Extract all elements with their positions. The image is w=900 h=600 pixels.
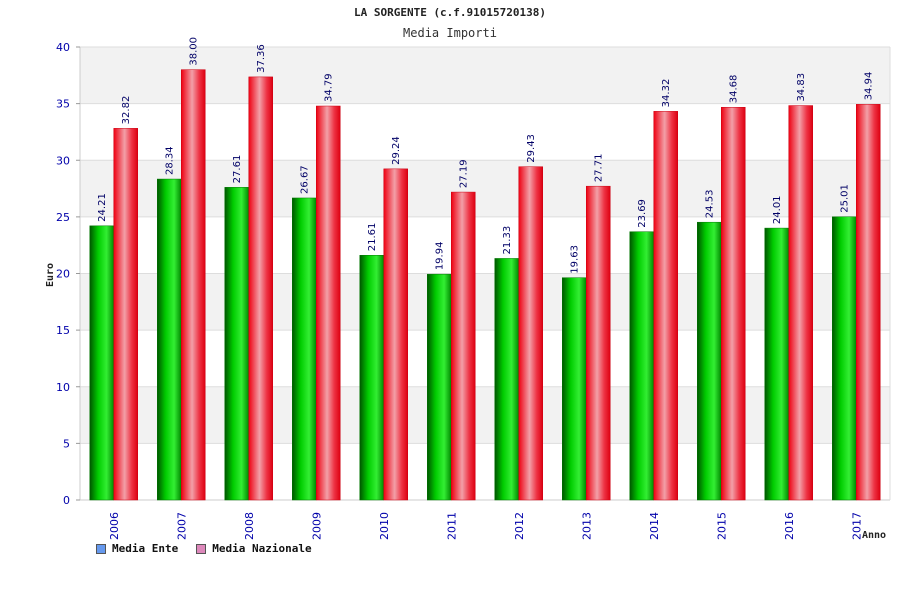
- bar-media-ente-2008: [224, 187, 249, 501]
- plot-band: [80, 160, 890, 217]
- data-label: 34.68: [728, 75, 739, 104]
- data-label: 23.69: [637, 199, 648, 228]
- plot-band: [80, 443, 890, 500]
- gridlines: [79, 46, 891, 501]
- data-label: 25.01: [839, 184, 850, 213]
- bar-media-nazionale-2015: [721, 106, 746, 501]
- data-label: 24.53: [704, 190, 715, 219]
- bar-media-ente-2016: [764, 227, 789, 501]
- y-tick-label: 35: [56, 98, 70, 111]
- plot-band: [80, 216, 890, 274]
- chart-subtitle: Media Importi: [403, 26, 497, 40]
- bar-media-ente-2014: [629, 231, 654, 501]
- legend-swatch-media-ente: [96, 543, 106, 554]
- x-tick-label: 2010: [378, 512, 391, 540]
- data-label: 37.36: [256, 44, 267, 73]
- bar-media-ente-2009: [292, 197, 317, 501]
- y-tick-label: 0: [63, 494, 70, 507]
- bar-media-nazionale-2016: [788, 105, 813, 501]
- chart-title: LA SORGENTE (c.f.91015720138): [354, 6, 546, 19]
- x-tick-label: 2014: [648, 512, 661, 540]
- bar-media-nazionale-2006: [113, 128, 138, 501]
- bar-media-nazionale-2012: [518, 166, 543, 501]
- y-tick-label: 15: [56, 324, 70, 337]
- x-tick-label: 2016: [783, 512, 796, 540]
- bar-media-nazionale-2013: [586, 185, 611, 501]
- bar-media-nazionale-2010: [383, 168, 408, 501]
- y-tick-label: 30: [56, 154, 70, 167]
- legend-label-media-nazionale: Media Nazionale: [212, 542, 312, 555]
- bar-media-ente-2010: [359, 255, 384, 501]
- y-tick-label: 20: [56, 268, 70, 281]
- bar-media-nazionale-2014: [653, 111, 678, 501]
- y-tick-label: 10: [56, 381, 70, 394]
- data-label: 29.43: [526, 134, 537, 163]
- legend-item-media-ente: Media Ente: [96, 542, 178, 555]
- bar-media-ente-2012: [494, 258, 519, 501]
- data-label: 28.34: [164, 146, 175, 175]
- data-label: 21.33: [502, 226, 513, 255]
- bar-media-nazionale-2017: [856, 104, 881, 501]
- legend-label-media-ente: Media Ente: [112, 542, 179, 555]
- plot-band: [80, 330, 890, 387]
- y-tick-label: 25: [56, 211, 70, 224]
- y-axis-label: Euro: [45, 263, 56, 287]
- bar-media-ente-2017: [832, 216, 857, 501]
- data-label: 32.82: [121, 96, 132, 125]
- bars: [89, 69, 881, 501]
- bar-media-ente-2013: [562, 277, 587, 501]
- x-tick-label: 2008: [243, 512, 256, 540]
- x-axis-ticks: 2006 2007 2008 2009 2010 2011 2012 2013 2014 2015…: [108, 512, 864, 540]
- bar-media-nazionale-2007: [181, 69, 206, 501]
- data-label: 27.61: [232, 155, 243, 184]
- data-label: 27.71: [593, 154, 604, 183]
- plot-area: [80, 47, 890, 500]
- plot-band: [80, 386, 890, 444]
- data-label: 34.79: [323, 73, 334, 102]
- data-label: 38.00: [188, 37, 199, 66]
- data-labels: 24.21 32.82 28.34 38.00 27.61 37.36 26.67 34.79…: [97, 37, 875, 274]
- data-label: 19.63: [569, 245, 580, 274]
- legend: Media Ente Media Nazionale: [96, 542, 312, 555]
- data-label: 34.32: [661, 79, 672, 108]
- plot-band: [80, 103, 890, 161]
- x-axis-label: Anno: [862, 530, 886, 541]
- y-axis-ticks: 0 5 10 15 20 25 30 35 40: [56, 41, 80, 507]
- x-tick-label: 2013: [580, 512, 593, 540]
- data-label: 19.94: [434, 242, 445, 271]
- plot-band: [80, 273, 890, 331]
- x-tick-label: 2011: [445, 512, 458, 540]
- bar-media-ente-2011: [427, 273, 452, 501]
- y-tick-label: 40: [56, 41, 70, 54]
- data-label: 34.94: [863, 72, 874, 101]
- x-tick-label: 2012: [513, 512, 526, 540]
- data-label: 27.19: [458, 159, 469, 188]
- y-tick-label: 5: [63, 437, 70, 450]
- bar-media-nazionale-2011: [451, 191, 476, 501]
- bar-media-ente-2015: [697, 221, 722, 501]
- legend-item-media-nazionale: Media Nazionale: [196, 542, 312, 555]
- bar-media-nazionale-2009: [316, 105, 341, 501]
- x-tick-label: 2017: [850, 512, 863, 540]
- data-label: 26.67: [299, 165, 310, 194]
- x-tick-label: 2007: [175, 512, 188, 540]
- data-label: 24.21: [97, 193, 108, 222]
- data-label: 29.24: [391, 136, 402, 165]
- x-tick-label: 2006: [108, 512, 121, 540]
- data-label: 24.01: [772, 195, 783, 224]
- plot-band: [80, 47, 890, 104]
- data-label: 21.61: [367, 223, 378, 252]
- legend-swatch-media-nazionale: [196, 543, 207, 554]
- x-tick-label: 2009: [310, 512, 323, 540]
- x-tick-label: 2015: [715, 512, 728, 540]
- bar-media-ente-2007: [157, 178, 182, 501]
- bar-media-ente-2006: [89, 225, 114, 501]
- data-label: 34.83: [796, 73, 807, 102]
- bar-media-nazionale-2008: [248, 76, 273, 501]
